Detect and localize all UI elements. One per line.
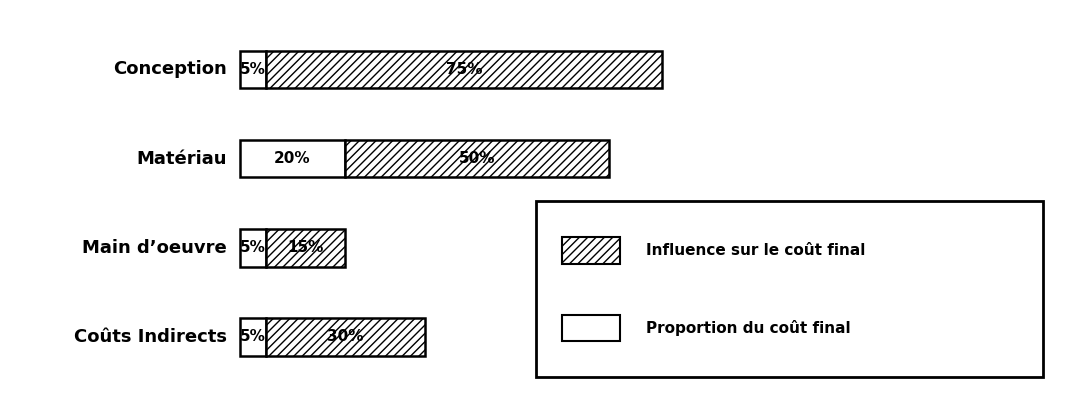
Text: Main d’oeuvre: Main d’oeuvre [82, 239, 227, 257]
Bar [345, 140, 609, 177]
Bar [266, 51, 662, 88]
Text: Proportion du coût final: Proportion du coût final [647, 320, 851, 336]
Bar [240, 140, 345, 177]
Text: 15%: 15% [287, 240, 323, 255]
Text: 75%: 75% [446, 62, 482, 77]
Text: 20%: 20% [274, 151, 311, 166]
Text: Influence sur le coût final: Influence sur le coût final [647, 243, 865, 258]
Text: 30%: 30% [327, 329, 363, 345]
Bar [266, 229, 345, 266]
Bar [536, 201, 1043, 377]
Bar [562, 314, 620, 341]
Text: 5%: 5% [240, 329, 266, 345]
Text: 50%: 50% [459, 151, 496, 166]
Text: Coûts Indirects: Coûts Indirects [74, 328, 227, 346]
Bar [240, 229, 266, 266]
Text: 5%: 5% [240, 62, 266, 77]
Bar [266, 318, 424, 356]
Text: 5%: 5% [240, 240, 266, 255]
Bar [240, 318, 266, 356]
Bar [240, 51, 266, 88]
Text: Conception: Conception [114, 61, 227, 78]
Bar [562, 237, 620, 264]
Text: Matériau: Matériau [136, 150, 227, 167]
